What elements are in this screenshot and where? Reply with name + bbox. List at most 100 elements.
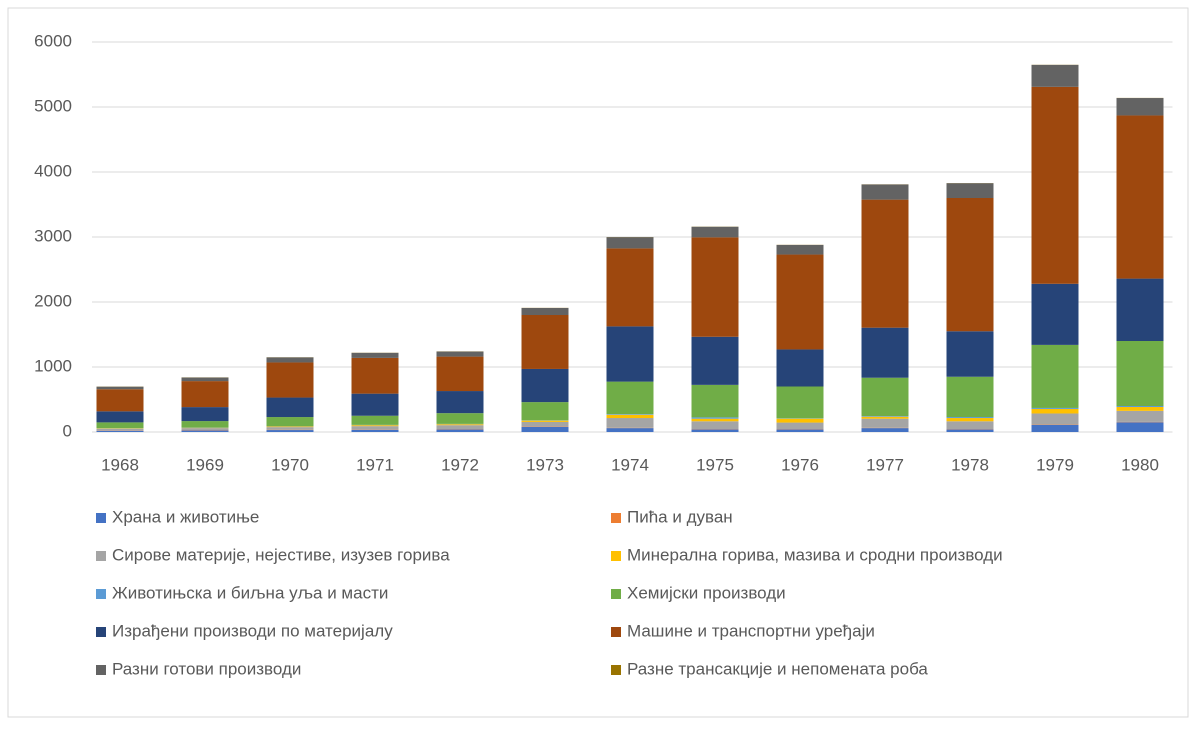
x-tick-label: 1970 <box>271 455 309 474</box>
bar-segment <box>1117 115 1164 278</box>
y-tick-label: 0 <box>63 421 72 440</box>
bar-segment <box>1032 425 1079 432</box>
bar-segment <box>692 337 739 385</box>
bar-segment <box>692 421 739 429</box>
bar-segment <box>692 429 739 432</box>
legend-swatch <box>96 513 106 523</box>
x-tick-label: 1971 <box>356 455 394 474</box>
bar-segment <box>1032 87 1079 284</box>
bar-segment <box>437 352 484 357</box>
bar-segment <box>267 417 314 426</box>
bar-segment <box>522 308 569 315</box>
bar-segment <box>522 369 569 402</box>
bar-segment <box>777 423 824 430</box>
bar-segment <box>777 419 824 423</box>
bar-segment <box>777 255 824 350</box>
bar-segment <box>947 418 994 421</box>
bar-segment <box>437 391 484 413</box>
legend-swatch <box>96 627 106 637</box>
legend-label: Храна и животиње <box>112 507 259 526</box>
bar-segment <box>692 419 739 422</box>
bar-segment <box>97 387 144 390</box>
x-tick-label: 1972 <box>441 455 479 474</box>
legend-swatch <box>96 551 106 561</box>
x-tick-label: 1978 <box>951 455 989 474</box>
bar-segment <box>522 421 569 422</box>
bar-segment <box>862 419 909 428</box>
y-tick-label: 1000 <box>34 356 72 375</box>
bar-segment <box>777 429 824 432</box>
legend-label: Сирове материје, нејестиве, изузев горив… <box>112 545 450 564</box>
bar-segment <box>692 227 739 238</box>
bar-segment <box>267 427 314 430</box>
bar-segment <box>777 245 824 255</box>
bar-segment <box>862 200 909 328</box>
bar-segment <box>97 422 144 428</box>
bar-segment <box>267 430 314 432</box>
bar-segment <box>862 416 909 417</box>
bar-segment <box>777 387 824 419</box>
legend-swatch <box>611 589 621 599</box>
bar-segment <box>947 183 994 198</box>
bar-segment <box>607 382 654 415</box>
bar-segment <box>607 237 654 248</box>
legend-label: Пића и дуван <box>627 507 733 526</box>
legend-label: Хемијски производи <box>627 583 786 602</box>
legend-swatch <box>611 627 621 637</box>
bar-segment <box>522 315 569 369</box>
bar-segment <box>352 353 399 358</box>
bar-segment <box>1117 279 1164 341</box>
x-tick-label: 1973 <box>526 455 564 474</box>
bar-segment <box>522 427 569 432</box>
y-tick-label: 4000 <box>34 161 72 180</box>
bar-segment <box>862 417 909 419</box>
x-tick-label: 1977 <box>866 455 904 474</box>
legend-label: Машине и транспортни уређаји <box>627 621 875 640</box>
bar-segment <box>1117 341 1164 406</box>
y-tick-label: 2000 <box>34 291 72 310</box>
bar-segment <box>522 422 569 427</box>
legend-label: Животињска и биљна уља и масти <box>112 583 388 602</box>
bar-segment <box>97 429 144 431</box>
legend-label: Минерална горива, мазива и сродни произв… <box>627 545 1003 564</box>
bar-segment <box>352 430 399 432</box>
y-tick-label: 5000 <box>34 96 72 115</box>
bar-segment <box>947 377 994 417</box>
bar-segment <box>1117 422 1164 432</box>
bar-segment <box>437 357 484 391</box>
bar-segment <box>947 429 994 432</box>
legend-swatch <box>96 589 106 599</box>
bar-segment <box>1117 98 1164 115</box>
y-tick-label: 3000 <box>34 226 72 245</box>
bar-segment <box>862 428 909 432</box>
x-tick-label: 1976 <box>781 455 819 474</box>
bar-segment <box>1032 65 1079 87</box>
bar-segment <box>97 411 144 422</box>
bar-segment <box>607 326 654 381</box>
legend-label: Разни готови производи <box>112 659 301 678</box>
bar-segment <box>692 237 739 336</box>
bar-segment <box>862 378 909 416</box>
bar-segment <box>947 417 994 418</box>
bar-segment <box>947 198 994 331</box>
bar-segment <box>437 413 484 424</box>
bar-segment <box>607 428 654 432</box>
bar-segment <box>607 415 654 418</box>
bar-segment <box>352 426 399 429</box>
bar-segment <box>182 428 229 430</box>
bar-segment <box>267 362 314 397</box>
bar-segment <box>267 357 314 362</box>
legend-label: Разне трансакције и непомената роба <box>627 659 928 678</box>
bar-segment <box>1032 409 1079 414</box>
x-tick-label: 1974 <box>611 455 649 474</box>
bar-segment <box>607 414 654 415</box>
bar-segment <box>1032 413 1079 424</box>
bar-segment <box>437 429 484 432</box>
bar-segment <box>862 184 909 199</box>
x-tick-label: 1968 <box>101 455 139 474</box>
bar-segment <box>947 421 994 429</box>
bar-segment <box>437 424 484 425</box>
chart-border <box>8 8 1188 717</box>
legend-swatch <box>611 551 621 561</box>
bar-segment <box>607 248 654 326</box>
